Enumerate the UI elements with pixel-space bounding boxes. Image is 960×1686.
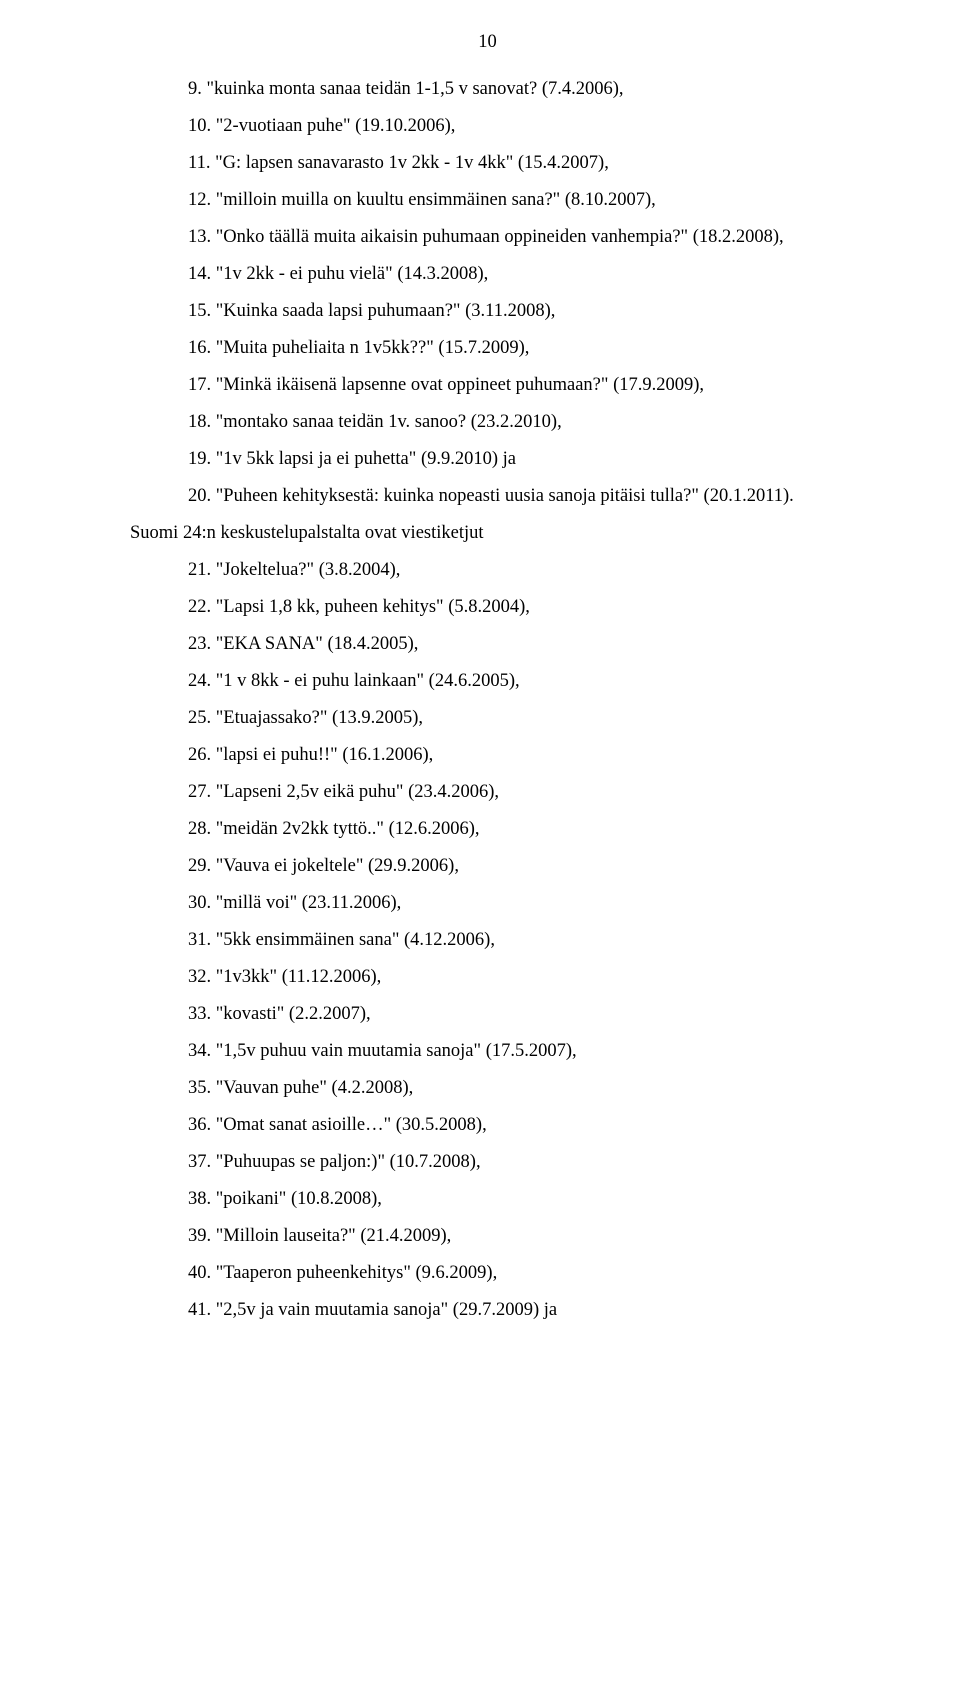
list-item: 34. "1,5v puhuu vain muutamia sanoja" (1… xyxy=(130,1033,845,1070)
list-item: 10. "2-vuotiaan puhe" (19.10.2006), xyxy=(130,108,845,145)
list-item: 35. "Vauvan puhe" (4.2.2008), xyxy=(130,1070,845,1107)
list-item: 9. "kuinka monta sanaa teidän 1-1,5 v sa… xyxy=(130,71,845,108)
reference-list: 9. "kuinka monta sanaa teidän 1-1,5 v sa… xyxy=(130,71,845,1329)
page-number: 10 xyxy=(130,24,845,61)
list-item: 29. "Vauva ei jokeltele" (29.9.2006), xyxy=(130,848,845,885)
list-item: 11. "G: lapsen sanavarasto 1v 2kk - 1v 4… xyxy=(130,145,845,182)
list-item: 23. "EKA SANA" (18.4.2005), xyxy=(130,626,845,663)
list-item: 38. "poikani" (10.8.2008), xyxy=(130,1181,845,1218)
list-item: 24. "1 v 8kk - ei puhu lainkaan" (24.6.2… xyxy=(130,663,845,700)
list-item: 26. "lapsi ei puhu!!" (16.1.2006), xyxy=(130,737,845,774)
list-item: 15. "Kuinka saada lapsi puhumaan?" (3.11… xyxy=(130,293,845,330)
list-item: 22. "Lapsi 1,8 kk, puheen kehitys" (5.8.… xyxy=(130,589,845,626)
list-item: 18. "montako sanaa teidän 1v. sanoo? (23… xyxy=(130,404,845,441)
list-item: 25. "Etuajassako?" (13.9.2005), xyxy=(130,700,845,737)
list-item: 17. "Minkä ikäisenä lapsenne ovat oppine… xyxy=(130,367,845,404)
list-item: 27. "Lapseni 2,5v eikä puhu" (23.4.2006)… xyxy=(130,774,845,811)
list-item: 32. "1v3kk" (11.12.2006), xyxy=(130,959,845,996)
list-item: 40. "Taaperon puheenkehitys" (9.6.2009), xyxy=(130,1255,845,1292)
list-item: 31. "5kk ensimmäinen sana" (4.12.2006), xyxy=(130,922,845,959)
list-item: 16. "Muita puheliaita n 1v5kk??" (15.7.2… xyxy=(130,330,845,367)
list-item: 28. "meidän 2v2kk tyttö.." (12.6.2006), xyxy=(130,811,845,848)
list-item: 19. "1v 5kk lapsi ja ei puhetta" (9.9.20… xyxy=(130,441,845,478)
list-item: 37. "Puhuupas se paljon:)" (10.7.2008), xyxy=(130,1144,845,1181)
list-item: 13. "Onko täällä muita aikaisin puhumaan… xyxy=(130,219,845,256)
section-intro: Suomi 24:n keskustelupalstalta ovat vies… xyxy=(130,515,845,552)
list-item: 39. "Milloin lauseita?" (21.4.2009), xyxy=(130,1218,845,1255)
list-item: 20. "Puheen kehityksestä: kuinka nopeast… xyxy=(130,478,845,515)
list-item: 21. "Jokeltelua?" (3.8.2004), xyxy=(130,552,845,589)
list-item: 14. "1v 2kk - ei puhu vielä" (14.3.2008)… xyxy=(130,256,845,293)
list-item: 41. "2,5v ja vain muutamia sanoja" (29.7… xyxy=(130,1292,845,1329)
list-item: 33. "kovasti" (2.2.2007), xyxy=(130,996,845,1033)
list-item: 30. "millä voi" (23.11.2006), xyxy=(130,885,845,922)
list-item: 12. "milloin muilla on kuultu ensimmäine… xyxy=(130,182,845,219)
list-item: 36. "Omat sanat asioille…" (30.5.2008), xyxy=(130,1107,845,1144)
